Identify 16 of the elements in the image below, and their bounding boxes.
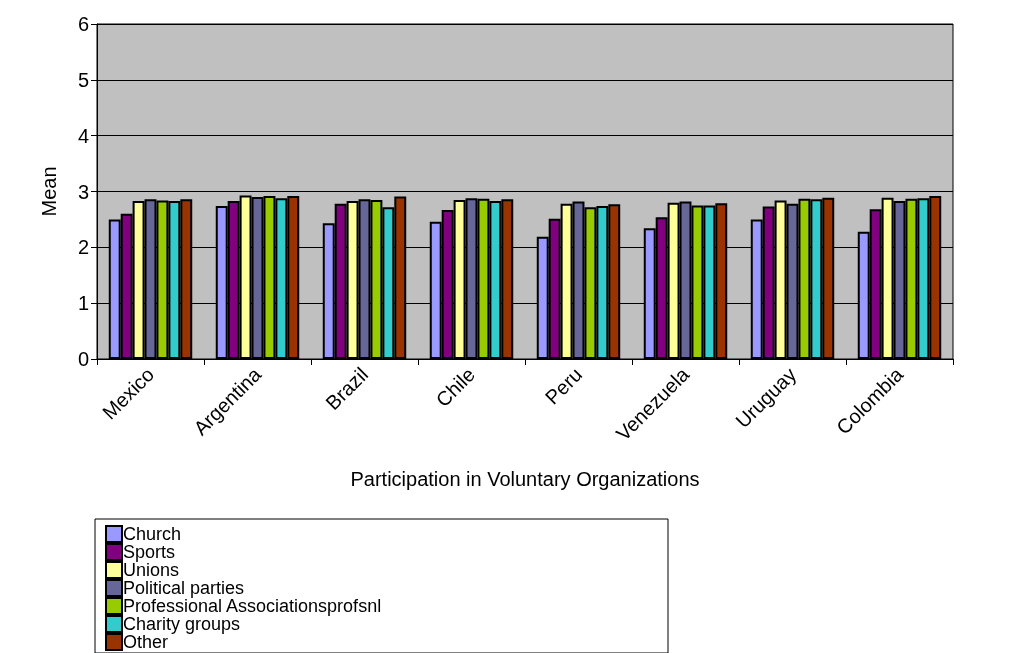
y-tick-label: 0 (77, 348, 89, 370)
legend-label: Professional Associationsprofsnl (123, 596, 382, 616)
y-tick-label: 6 (77, 13, 89, 35)
y-tick-label: 1 (77, 292, 89, 315)
legend-label: Charity groups (123, 614, 241, 634)
y-tick-label: 2 (77, 236, 89, 259)
legend-label: Other (123, 632, 169, 652)
legend-label: Unions (123, 560, 180, 580)
y-tick-label: 5 (77, 68, 89, 91)
y-tick-label: 4 (77, 124, 89, 147)
legend-label: Sports (123, 542, 176, 562)
legend-label: Church (123, 524, 182, 544)
legend-label: Political parties (123, 578, 245, 598)
x-axis-title: Participation in Voluntary Organizations (350, 468, 700, 490)
y-axis-title: Mean (38, 166, 60, 217)
y-tick-label: 3 (77, 180, 89, 203)
